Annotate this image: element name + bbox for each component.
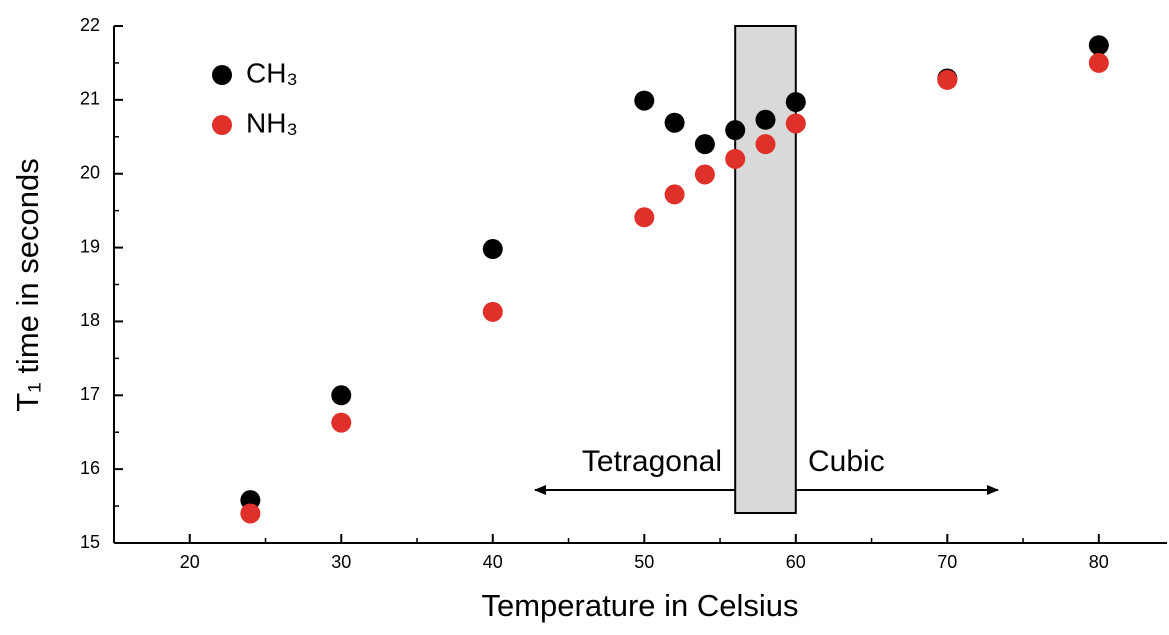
point [755,109,776,130]
point [634,90,655,111]
point [725,148,746,169]
y-tick-label: 19 [80,236,100,256]
x-axis-label: Temperature in Celsius [481,588,798,623]
point [937,69,958,90]
legend-marker [212,65,232,85]
point [1088,35,1109,56]
x-tick-label: 50 [634,552,654,572]
x-tick-label: 60 [786,552,806,572]
y-tick-label: 18 [80,310,100,330]
y-tick-label: 22 [80,15,100,35]
point [755,134,776,155]
point [240,503,261,524]
y-tick-label: 21 [80,89,100,109]
y-tick-label: 17 [80,384,100,404]
y-tick-label: 15 [80,532,100,552]
point [1088,52,1109,73]
legend-label: CH₃ [246,57,298,88]
point [634,207,655,228]
point [482,239,503,260]
x-tick-label: 70 [937,552,957,572]
annotation: Tetragonal [582,445,722,478]
point [694,164,715,185]
point [331,412,352,433]
point [331,385,352,406]
legend-label: NH₃ [246,107,298,138]
y-tick-label: 20 [80,162,100,182]
point [664,112,685,133]
point [785,92,806,113]
point [482,301,503,322]
annotation: Cubic [808,445,885,478]
legend-marker [212,115,232,135]
x-tick-label: 20 [180,552,200,572]
x-tick-label: 40 [483,552,503,572]
shaded-region [734,25,797,514]
x-tick-label: 80 [1089,552,1109,572]
point [694,134,715,155]
y-tick-label: 16 [80,458,100,478]
x-tick-label: 30 [331,552,351,572]
point [725,120,746,141]
point [664,184,685,205]
y-axis-label: T₁ time in seconds [10,158,45,411]
point [785,113,806,134]
